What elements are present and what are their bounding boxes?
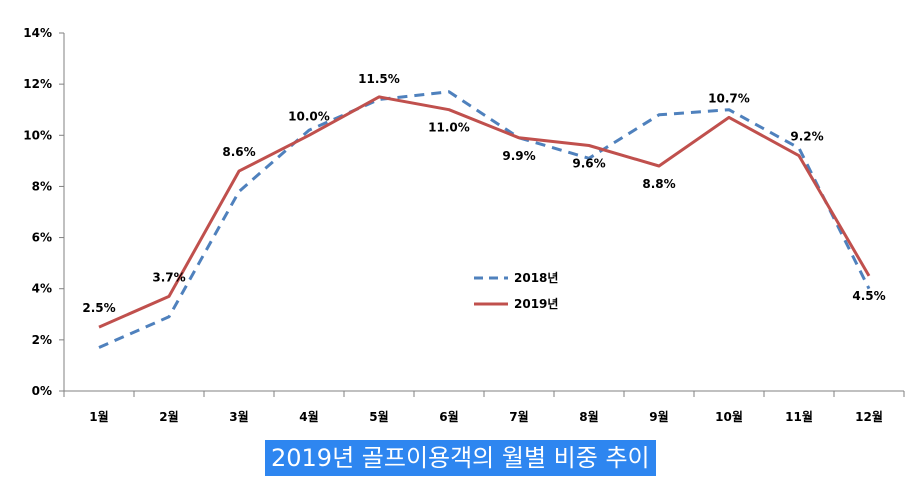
x-tick-label: 9월 — [649, 409, 668, 424]
data-label: 4.5% — [852, 289, 885, 303]
y-tick-label: 12% — [23, 77, 52, 91]
y-tick-label: 0% — [32, 384, 52, 398]
x-tick-label: 7월 — [509, 409, 528, 424]
data-label: 8.8% — [642, 177, 675, 191]
y-tick-label: 6% — [32, 231, 52, 245]
x-tick-label: 11월 — [785, 409, 813, 424]
legend: 2018년 2019년 — [474, 271, 558, 311]
x-tick-label: 5월 — [369, 409, 388, 424]
x-tick-label: 12월 — [855, 409, 883, 424]
data-label: 11.5% — [358, 72, 400, 86]
x-tick-label: 8월 — [579, 409, 598, 424]
data-label: 10.7% — [708, 91, 750, 105]
data-label: 2.5% — [82, 301, 115, 315]
data-label: 9.9% — [502, 149, 535, 163]
x-tick-label: 4월 — [299, 409, 318, 424]
data-label: 11.0% — [428, 121, 470, 135]
data-label: 8.6% — [222, 145, 255, 159]
axes — [63, 33, 904, 392]
chart-caption: 2019년 골프이용객의 월별 비중 추이 — [265, 440, 656, 476]
legend-label: 2018년 — [514, 271, 558, 285]
x-tick-label: 6월 — [439, 409, 458, 424]
data-label: 9.2% — [790, 130, 823, 144]
data-label: 9.6% — [572, 157, 605, 171]
y-axis-ticks: 0% 2% 4% 6% 8% 10% 12% 14% — [23, 26, 64, 398]
x-tick-label: 10월 — [715, 409, 743, 424]
data-label: 10.0% — [288, 109, 330, 123]
x-tick-label: 2월 — [159, 409, 178, 424]
legend-label: 2019년 — [514, 297, 558, 311]
series-line-0 — [98, 90, 871, 349]
x-axis-ticks: 1월 2월 3월 4월 5월 6월 7월 8월 9월 10월 11월 12월 — [63, 391, 905, 424]
y-tick-label: 4% — [32, 282, 52, 296]
x-tick-label: 3월 — [229, 409, 248, 424]
y-tick-label: 8% — [32, 179, 52, 193]
x-tick-label: 1월 — [89, 409, 108, 424]
series-line-1 — [98, 95, 871, 329]
data-label: 3.7% — [152, 270, 185, 284]
series-lines — [98, 90, 871, 349]
y-tick-label: 14% — [23, 26, 52, 40]
y-tick-label: 2% — [32, 333, 52, 347]
data-labels: 2.5% 3.7% 8.6% 10.0% 11.5% 11.0% 9.9% 9.6% 8.8% 1… — [82, 72, 885, 315]
y-tick-label: 10% — [23, 128, 52, 142]
